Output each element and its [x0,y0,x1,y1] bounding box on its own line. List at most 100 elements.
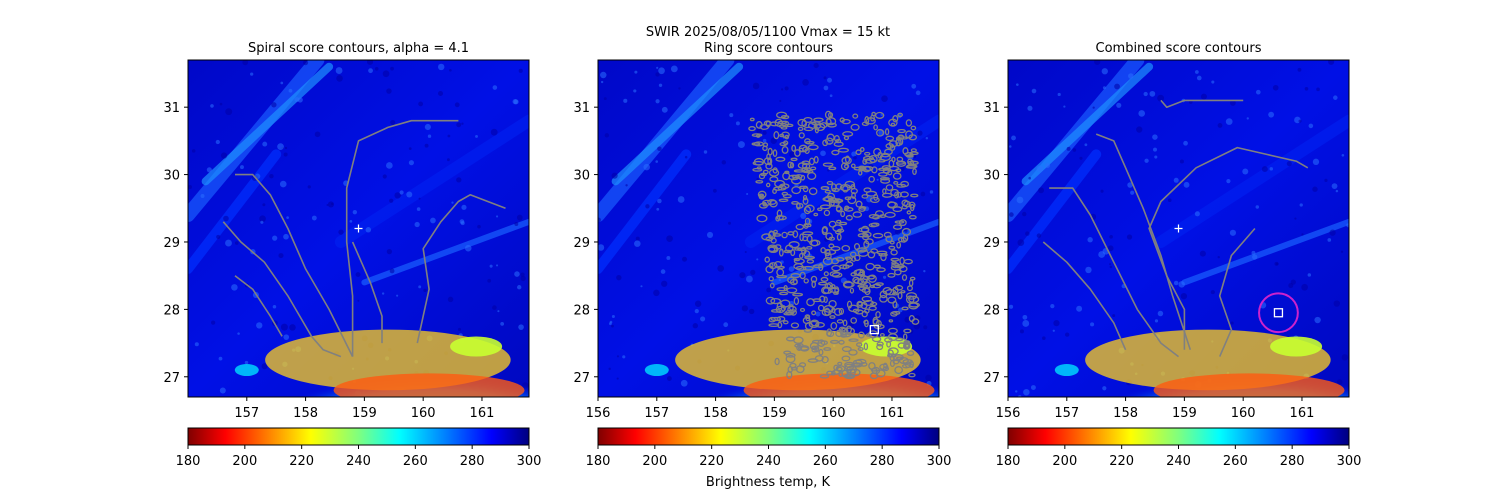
contour-line [910,193,919,198]
contour-line [828,199,835,207]
contour-line [769,282,775,289]
contour-line [901,274,908,281]
contour-line [845,261,854,267]
contour-line [879,176,890,181]
contour-line [826,282,834,290]
contour-line [833,291,839,295]
contour-line [862,165,871,173]
contour-line [804,138,811,145]
contour-line [857,249,869,257]
contour-line [1049,187,1179,358]
contour-line [890,311,898,317]
contour-line [888,245,896,250]
contour-line [803,206,812,215]
y-tick-label: 29 [983,236,1000,251]
contour-line [844,327,856,336]
contour-line [782,193,792,199]
contour-line [876,267,886,273]
contour-line [808,187,818,196]
contour-line [836,228,845,233]
contour-line [903,328,912,334]
axes-frame [187,59,530,398]
contour-line [790,322,800,329]
contour-line [838,372,844,378]
contour-line [825,252,832,261]
contour-line [896,160,907,167]
contour-line [858,205,867,210]
brightness-temp-image [188,60,529,397]
contour-line [876,128,885,137]
contour-line [826,117,837,126]
best-fit-square-marker [1273,308,1284,318]
y-axis: 27 28 29 30 31 [573,101,598,386]
contour-line [884,211,896,218]
y-tick-label: 28 [983,303,1000,318]
contour-line [886,340,892,348]
contour-line [803,328,813,333]
axes-frame [597,59,940,398]
contour-line [888,319,894,323]
contour-line [793,169,805,173]
contour-line [831,149,840,156]
contour-line [883,362,888,369]
contour-line [818,348,824,356]
contour-line [908,214,917,220]
contour-line [808,320,820,329]
contour-line [797,346,809,351]
contour-line [765,182,771,188]
contour-line [873,147,882,157]
colorbar-tick-label: 240 [346,454,371,469]
colorbar-tick-label: 240 [756,454,781,469]
contour-line [864,308,870,314]
colorbar-tick-label: 260 [1223,454,1248,469]
y-tick-label: 31 [573,101,590,116]
contour-line [824,189,831,194]
contour-line [892,292,898,296]
colorbar-tick-label: 260 [403,454,428,469]
contour-line [858,170,863,176]
contour-line [821,226,828,236]
contour-line [887,296,897,304]
contour-line [836,233,842,241]
y-tick-label: 29 [163,236,180,251]
colorbar-tick-label: 220 [289,454,314,469]
contour-line [884,128,890,136]
x-tick-label: 156 [996,406,1021,421]
contour-line [824,137,834,145]
contour-line [890,249,898,256]
panel-title: Ring score contours [704,41,833,56]
contour-line [806,259,815,264]
x-axis: 157 158 159 160 161 [234,397,494,421]
colorbar-tick-label: 300 [927,454,952,469]
contour-line [871,166,878,174]
contour-line [806,246,813,250]
contour-line [876,343,884,351]
contour-line [770,309,782,313]
contour-line [908,201,916,209]
contour-line [768,262,778,270]
contour-line [756,214,768,223]
contour-line [851,192,856,199]
panel-combined: Combined score contours 156 157 158 159 160 1… [983,41,1350,421]
contour-line [787,305,797,314]
contour-line [912,168,917,175]
contour-line [905,130,914,139]
contour-line [863,342,869,351]
x-tick-label: 161 [1290,406,1315,421]
contour-line [908,302,919,310]
contour-line [825,249,837,256]
contour-line [802,162,811,170]
contour-line [791,186,802,195]
contour-line [841,346,852,353]
contour-line [831,187,840,193]
y-axis: 27 28 29 30 31 [983,101,1008,386]
contour-line [776,209,783,218]
contour-line [807,358,819,363]
contour-line [777,321,783,329]
contour-line [765,236,774,242]
contour-line [836,366,843,372]
contour-line [842,319,848,327]
contour-line [857,331,865,339]
contour-line [804,255,816,260]
contour-line [776,316,786,322]
